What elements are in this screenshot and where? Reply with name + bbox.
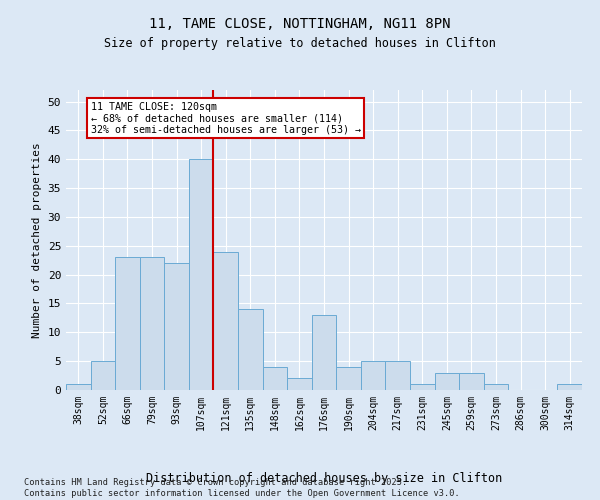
Bar (140, 258, 164, 390)
Bar (312, 315, 336, 390)
Bar (385, 361, 410, 390)
Bar (164, 263, 189, 390)
Text: Contains HM Land Registry data © Crown copyright and database right 2025.
Contai: Contains HM Land Registry data © Crown c… (24, 478, 460, 498)
Y-axis label: Number of detached properties: Number of detached properties (32, 142, 42, 338)
Text: Size of property relative to detached houses in Clifton: Size of property relative to detached ho… (104, 38, 496, 51)
Bar (557, 384, 582, 390)
Bar (263, 367, 287, 390)
Bar (434, 372, 459, 390)
Bar (189, 159, 214, 390)
Bar (484, 384, 508, 390)
Bar (115, 258, 140, 390)
Bar (91, 361, 115, 390)
X-axis label: Distribution of detached houses by size in Clifton: Distribution of detached houses by size … (146, 472, 502, 485)
Bar (287, 378, 312, 390)
Bar (214, 252, 238, 390)
Bar (66, 384, 91, 390)
Bar (336, 367, 361, 390)
Bar (238, 309, 263, 390)
Bar (459, 372, 484, 390)
Bar (410, 384, 434, 390)
Bar (361, 361, 385, 390)
Text: 11, TAME CLOSE, NOTTINGHAM, NG11 8PN: 11, TAME CLOSE, NOTTINGHAM, NG11 8PN (149, 18, 451, 32)
Text: 11 TAME CLOSE: 120sqm
← 68% of detached houses are smaller (114)
32% of semi-det: 11 TAME CLOSE: 120sqm ← 68% of detached … (91, 102, 361, 134)
